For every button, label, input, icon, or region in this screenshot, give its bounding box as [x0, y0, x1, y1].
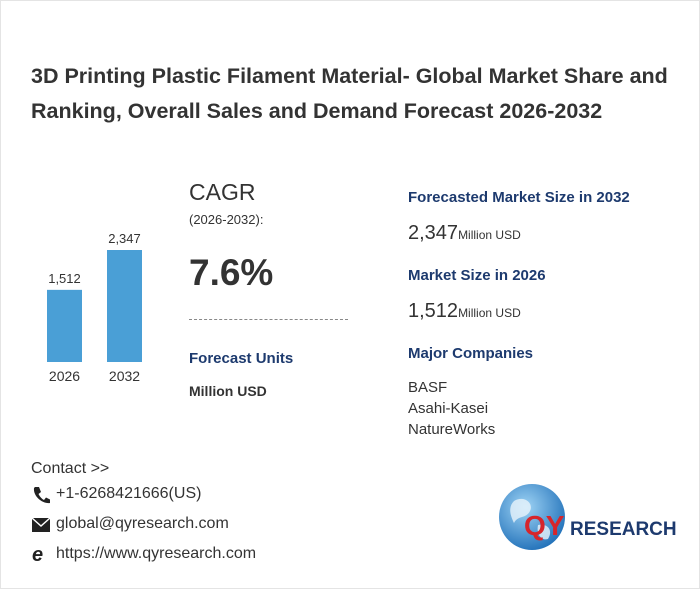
company: Asahi-Kasei — [408, 400, 489, 417]
units-label: Forecast Units — [189, 350, 294, 367]
companies-label: Major Companies — [408, 345, 534, 362]
value-label: 1,512 — [48, 271, 81, 286]
email-icon — [31, 517, 51, 532]
market-2026: 1,512Million USD — [408, 300, 521, 323]
company: NatureWorks — [408, 421, 496, 438]
company: BASF — [408, 379, 448, 396]
website[interactable]: https://www.qyresearch.com — [56, 545, 257, 562]
cagr-period: (2026-2032): — [189, 212, 264, 227]
logo: QY RESEARCH — [499, 484, 677, 550]
logo-prefix: QY — [524, 510, 565, 541]
x-tick-label: 2026 — [49, 368, 80, 384]
market-2026-value: 1,512 — [408, 300, 459, 322]
x-tick-label: 2032 — [109, 368, 140, 384]
bar — [107, 250, 142, 362]
phone-icon — [33, 487, 50, 504]
svg-text:e: e — [32, 544, 43, 564]
market-2032-value: 2,347 — [408, 222, 459, 244]
market-2026-label: Market Size in 2026 — [408, 267, 546, 284]
market-2026-unit: Million USD — [458, 306, 521, 320]
market-2032-unit: Million USD — [458, 228, 521, 242]
units-value: Million USD — [189, 383, 267, 399]
cagr-value: 7.6% — [189, 252, 274, 293]
divider — [189, 319, 348, 320]
market-2032-label: Forecasted Market Size in 2032 — [408, 189, 630, 206]
bar — [47, 289, 82, 362]
market-2032: 2,347Million USD — [408, 222, 521, 245]
title: 3D Printing Plastic Filament Material- G… — [31, 64, 668, 123]
value-label: 2,347 — [108, 231, 141, 246]
contact-label: Contact >> — [31, 460, 110, 477]
email[interactable]: global@qyresearch.com — [56, 515, 229, 532]
bar-chart: 1,512 2026 2,347 2032 — [47, 231, 142, 384]
logo-suffix: RESEARCH — [570, 519, 677, 540]
cagr-label: CAGR — [189, 179, 256, 205]
phone[interactable]: +1-6268421666(US) — [56, 485, 202, 502]
web-icon: e — [32, 544, 43, 564]
